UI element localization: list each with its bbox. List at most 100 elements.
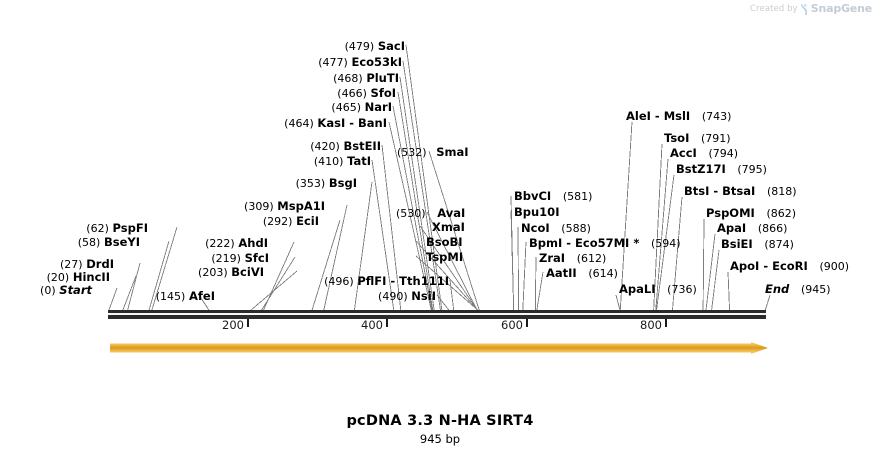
map-title: pcDNA 3.3 N-HA SIRT4 — [346, 413, 534, 429]
site-pos: (581) — [562, 190, 593, 203]
site-name: PluTI — [366, 71, 399, 85]
site-label-apali[interactable]: ApaLI (736) — [619, 283, 697, 297]
site-label-pluti[interactable]: (468) PluTI — [0, 71, 399, 86]
map-length: 945 bp — [419, 432, 461, 446]
site-label-bcivi[interactable]: (203) BciVI — [0, 265, 264, 280]
ruler-label-200: 200 — [222, 318, 244, 332]
site-pos: (866) — [757, 222, 788, 235]
site-label-kasi-bani[interactable]: (464) KasI - BanI — [0, 117, 387, 131]
site-label-tati[interactable]: (410) TatI — [0, 155, 371, 169]
watermark-prefix: Created by — [749, 3, 798, 14]
site-label-alei-msli[interactable]: AleI - MslI (743) — [626, 109, 731, 124]
site-label-drdi[interactable]: (27) DrdI — [0, 258, 114, 272]
site-label-nari[interactable]: (465) NarI — [0, 100, 392, 115]
ruler-tick-600 — [526, 319, 528, 327]
site-name: End — [765, 282, 790, 296]
site-pos: (588) — [561, 222, 591, 235]
site-label-avai[interactable]: (530) AvaI — [396, 207, 465, 221]
site-pos: (945) — [800, 283, 831, 296]
orf-arrow[interactable] — [110, 339, 768, 354]
site-pos: (794) — [708, 147, 739, 160]
site-name: BsoBI — [426, 235, 463, 249]
site-label-apai[interactable]: ApaI (866) — [717, 221, 788, 236]
site-label-bseyi[interactable]: (58) BseYI — [0, 235, 140, 250]
site-name: BsgI — [328, 176, 357, 190]
site-pos: (58) — [77, 236, 101, 249]
site-label-bbvci[interactable]: BbvCI (581) — [514, 189, 593, 204]
site-label-apoi-ecori[interactable]: ApoI - EcoRI (900) — [730, 259, 849, 274]
site-name: MspA1I — [277, 199, 325, 213]
site-pos: (222) — [205, 237, 235, 250]
site-label-ncoi[interactable]: NcoI (588) — [521, 222, 591, 236]
site-name: Eco53kI — [351, 55, 402, 69]
site-label-ecii[interactable]: (292) EciI — [0, 215, 319, 229]
site-pos: (27) — [60, 258, 83, 271]
site-label-pspfi[interactable]: (62) PspFI — [0, 222, 148, 236]
site-pos: (530) — [396, 207, 426, 220]
site-label-btsi-btsai[interactable]: BtsI - BtsaI (818) — [684, 185, 797, 199]
site-name: BseYI — [103, 235, 140, 249]
site-name: BbvCI — [514, 189, 552, 203]
site-name: BstZ17I — [676, 162, 726, 176]
site-label-saci[interactable]: (479) SacI — [0, 40, 405, 54]
site-pos: (20) — [46, 271, 70, 284]
site-label-acci[interactable]: AccI (794) — [670, 146, 739, 161]
site-name: ApaI — [717, 221, 747, 235]
site-label-bstEII[interactable]: (420) BstEII — [0, 140, 381, 154]
snapgene-watermark: Created by SnapGene — [750, 2, 872, 15]
site-label-pflfi-tth111i[interactable]: (496) PflFI - Tth111I — [0, 274, 449, 289]
site-label-smai[interactable]: (532) SmaI — [397, 146, 469, 160]
site-pos: (874) — [764, 238, 794, 251]
site-pos: (465) — [331, 101, 361, 114]
site-pos: (614) — [588, 267, 618, 280]
site-label-sfci[interactable]: (219) SfcI — [0, 252, 269, 266]
site-name: NarI — [364, 100, 392, 114]
site-name: HincII — [72, 270, 110, 284]
site-pos: (219) — [211, 252, 241, 265]
site-label-xmai[interactable]: XmaI — [432, 221, 465, 234]
site-pos: (479) — [344, 40, 375, 53]
site-pos: (594) — [651, 237, 681, 250]
site-pos: (862) — [766, 207, 797, 220]
site-name: AccI — [670, 146, 697, 160]
site-name: AatII — [546, 266, 577, 280]
site-label-start[interactable]: (0) Start — [0, 284, 92, 298]
site-label-bpmi-eco57mi[interactable]: BpmI - Eco57MI * (594) — [529, 237, 681, 251]
site-label-afei[interactable]: (145) AfeI — [0, 290, 215, 304]
site-label-bsgi[interactable]: (353) BsgI — [0, 176, 357, 191]
site-pos: (612) — [576, 252, 607, 265]
site-label-bsobi[interactable]: BsoBI — [426, 236, 463, 249]
ruler-label-800: 800 — [640, 318, 662, 332]
site-name: NsiI — [411, 289, 436, 303]
site-label-tspmi[interactable]: TspMI — [426, 251, 463, 264]
site-pos: (145) — [155, 290, 186, 303]
site-pos: (0) — [40, 284, 56, 297]
site-name: AleI - MslI — [626, 109, 691, 123]
site-label-ahdi[interactable]: (222) AhdI — [0, 237, 268, 251]
site-label-aatii[interactable]: AatII (614) — [546, 266, 618, 281]
site-label-end[interactable]: End (945) — [765, 282, 831, 297]
site-name: SfoI — [370, 86, 396, 100]
ruler-tick-400 — [386, 319, 388, 327]
site-name: BciVI — [231, 265, 264, 279]
site-label-sfoi[interactable]: (466) SfoI — [0, 86, 396, 101]
site-pos: (203) — [198, 266, 228, 279]
site-label-hincii[interactable]: (20) HincII — [0, 270, 110, 285]
site-pos: (795) — [737, 163, 767, 176]
ruler-tick-800 — [665, 319, 667, 327]
site-pos: (791) — [701, 132, 731, 145]
site-label-pspomi[interactable]: PspOMI (862) — [706, 207, 797, 221]
site-label-nsii[interactable]: (490) NsiI — [0, 289, 436, 304]
site-label-mspa1i[interactable]: (309) MspA1I — [0, 199, 325, 214]
site-label-eco53ki[interactable]: (477) Eco53kI — [0, 55, 402, 70]
site-name: ApoI - EcoRI — [730, 259, 808, 273]
site-label-zrai[interactable]: ZraI (612) — [539, 252, 607, 266]
site-label-bpu10i[interactable]: Bpu10I — [514, 206, 559, 219]
site-label-bstz17i[interactable]: BstZ17I (795) — [676, 162, 767, 177]
site-name: PflFI - Tth111I — [357, 274, 449, 288]
site-label-bsiei[interactable]: BsiEI (874) — [721, 238, 794, 252]
ruler-label-400: 400 — [361, 318, 383, 332]
site-label-tsoi[interactable]: TsoI (791) — [664, 132, 731, 146]
site-pos: (353) — [295, 177, 326, 190]
site-name: XmaI — [432, 220, 465, 234]
